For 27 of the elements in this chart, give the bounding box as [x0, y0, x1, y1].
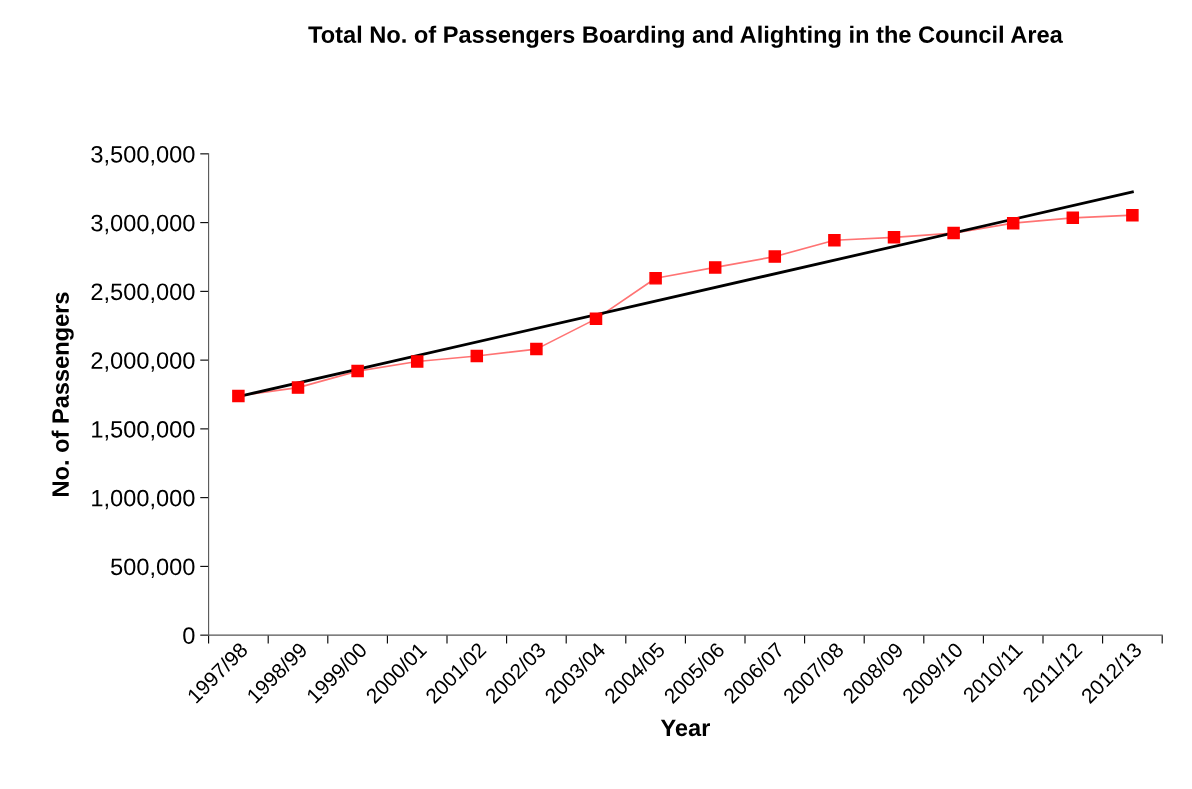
point	[828, 233, 841, 247]
point	[232, 389, 245, 403]
point	[589, 312, 603, 326]
y-tick-label: 3,500,000	[91, 145, 195, 166]
point	[887, 231, 901, 244]
point	[649, 272, 662, 285]
y-tick-label: 0	[183, 627, 195, 644]
chart-title: Total No. of Passengers Boarding and Alighting in the Council Area	[308, 25, 1063, 48]
point	[530, 342, 543, 356]
y-tick-label: 2,500,000	[91, 283, 195, 303]
x-axis-title: Year	[660, 719, 710, 737]
point	[1126, 208, 1139, 222]
y-tick-label: 2,000,000	[91, 352, 195, 372]
point	[947, 226, 960, 240]
point	[470, 349, 484, 363]
point	[1066, 211, 1080, 225]
y-axis-title: No. of Passengers	[51, 292, 74, 496]
point	[1006, 216, 1020, 230]
point	[768, 250, 782, 263]
y-tick-label: 500,000	[111, 558, 195, 578]
point	[291, 381, 305, 394]
point	[708, 261, 722, 274]
y-tick-label: 1,000,000	[92, 489, 195, 510]
y-tick-label: 3,000,000	[91, 214, 195, 235]
point	[351, 364, 364, 378]
point	[410, 355, 424, 368]
y-tick-label: 1,500,000	[92, 420, 195, 441]
